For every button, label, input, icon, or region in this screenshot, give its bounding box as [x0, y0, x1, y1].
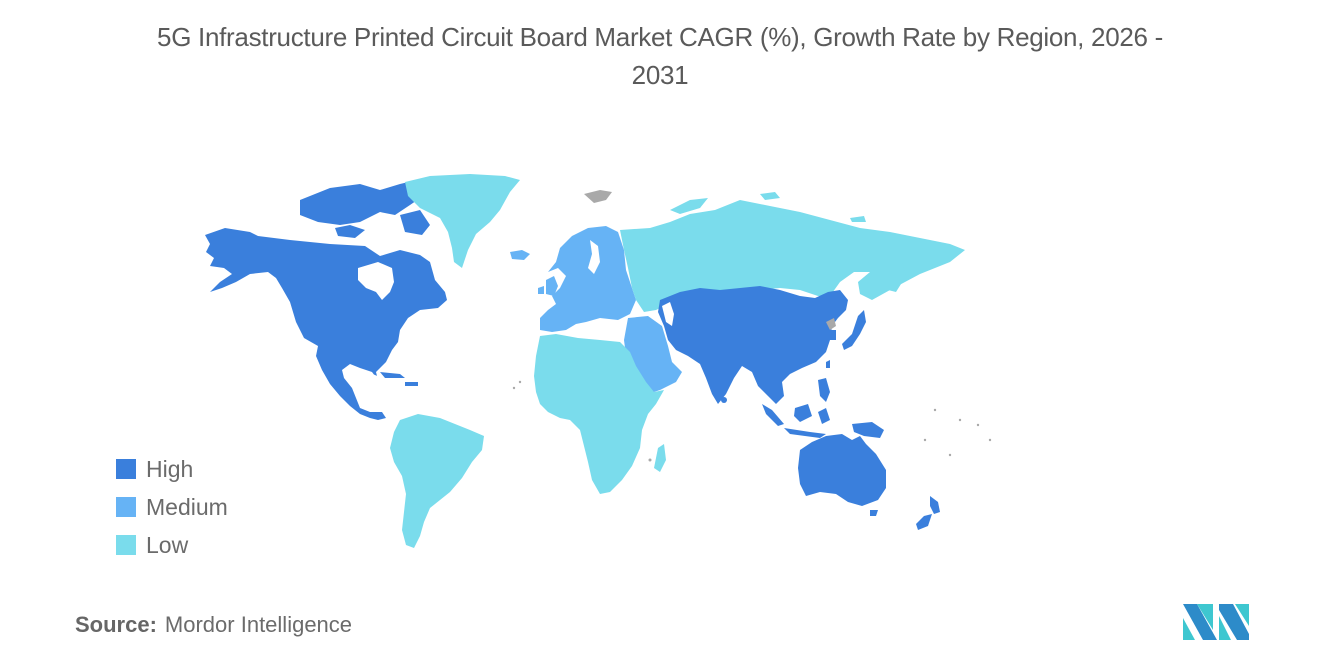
source-label: Source: [75, 612, 157, 637]
legend: High Medium Low [116, 450, 228, 564]
chart-title: 5G Infrastructure Printed Circuit Board … [0, 18, 1320, 94]
region-russia [620, 200, 965, 312]
legend-swatch-high [116, 459, 136, 479]
legend-item-low: Low [116, 526, 228, 564]
title-line-1: 5G Infrastructure Printed Circuit Board … [157, 22, 1163, 52]
region-asia [658, 286, 848, 404]
region-australia [798, 434, 886, 506]
legend-label-low: Low [146, 531, 189, 558]
legend-label-medium: Medium [146, 493, 228, 520]
title-line-2: 2031 [631, 60, 689, 90]
legend-label-high: High [146, 455, 194, 482]
legend-swatch-low [116, 535, 136, 555]
region-europe [540, 226, 636, 332]
legend-swatch-medium [116, 497, 136, 517]
region-south-america [390, 414, 484, 548]
legend-item-high: High [116, 450, 228, 488]
legend-item-medium: Medium [116, 488, 228, 526]
mordor-intelligence-logo-icon [1183, 604, 1249, 640]
region-greenland [405, 174, 520, 268]
source-citation: Source: Mordor Intelligence [75, 612, 352, 638]
region-africa [534, 334, 664, 494]
source-value: Mordor Intelligence [164, 612, 353, 637]
